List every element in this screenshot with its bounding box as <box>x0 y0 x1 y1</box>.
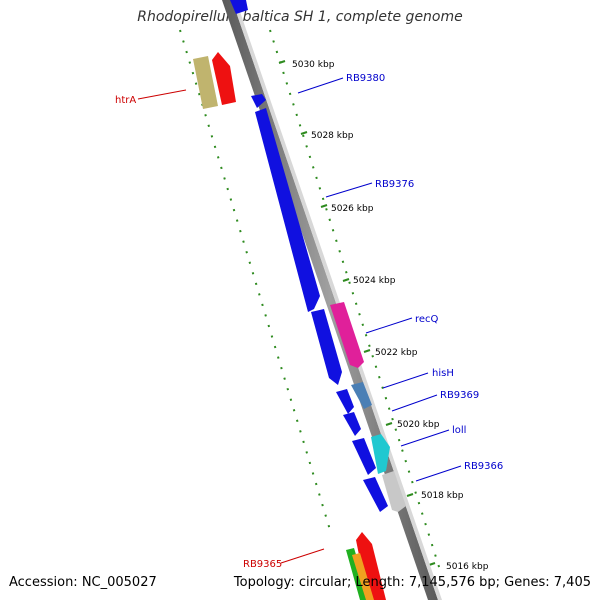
kbp-labels: 5030 kbp 5028 kbp 5026 kbp 5024 kbp 5022… <box>292 60 489 572</box>
label-recQ: recQ <box>415 314 439 325</box>
label-loll: loll <box>452 425 466 436</box>
gene-orange <box>352 553 374 600</box>
gene-top-blue <box>230 0 248 14</box>
genome-backbone <box>222 0 442 600</box>
label-RB9366: RB9366 <box>464 461 503 472</box>
gene-blue-3 <box>311 309 342 385</box>
forward-genes <box>230 0 388 512</box>
kbp-5030: 5030 kbp <box>292 60 335 70</box>
kbp-5024: 5024 kbp <box>353 276 396 286</box>
kbp-5026: 5026 kbp <box>331 204 374 214</box>
gene-red-1 <box>212 52 236 105</box>
label-leaders <box>137 77 462 564</box>
label-RB9380: RB9380 <box>346 73 385 84</box>
label-htrA: htrA <box>115 95 136 106</box>
gene-blue-4 <box>336 389 354 414</box>
label-RB9376: RB9376 <box>375 179 414 190</box>
kbp-5028: 5028 kbp <box>311 131 354 141</box>
gene-RB9380 <box>251 94 266 108</box>
gene-RB9365-red <box>356 532 386 600</box>
gene-blue-7 <box>363 477 388 512</box>
gene-htrA <box>193 56 218 109</box>
outer-tick-track <box>269 29 441 571</box>
gene-recQ <box>330 302 364 368</box>
kbp-5020: 5020 kbp <box>397 420 440 430</box>
accession-text: Accession: NC_005027 <box>9 575 157 590</box>
major-ticks <box>278 60 436 566</box>
gene-labels: RB9380 RB9376 recQ hisH RB9369 loll RB93… <box>115 73 503 570</box>
gene-RB9369 <box>351 382 372 409</box>
gene-loll <box>371 434 390 474</box>
label-hisH: hisH <box>432 368 454 379</box>
kbp-5022: 5022 kbp <box>375 348 418 358</box>
gene-blue-6 <box>352 438 376 475</box>
label-RB9369: RB9369 <box>440 390 479 401</box>
kbp-5018: 5018 kbp <box>421 491 464 501</box>
gene-RB9376 <box>255 108 320 312</box>
summary-text: Topology: circular; Length: 7,145,576 bp… <box>233 575 591 590</box>
gene-RB9366 <box>382 471 406 512</box>
colored-genes <box>330 302 406 512</box>
map-title: Rhodopirellula baltica SH 1, complete ge… <box>137 9 463 25</box>
reverse-genes <box>193 52 386 600</box>
gene-blue-5 <box>343 412 361 436</box>
kbp-5016: 5016 kbp <box>446 562 489 572</box>
label-RB9365: RB9365 <box>243 559 282 570</box>
